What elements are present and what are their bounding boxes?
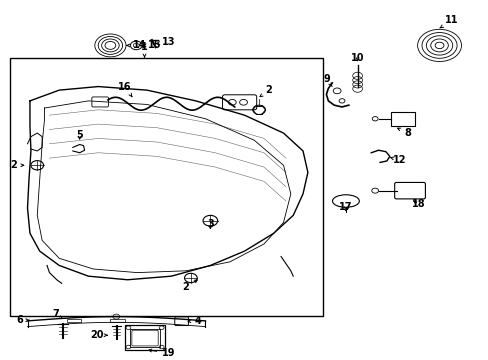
Text: 9: 9 (323, 74, 331, 86)
Bar (10, 58, 322, 315)
Text: 15: 15 (142, 40, 161, 50)
Text: 2: 2 (260, 85, 272, 97)
Text: 14: 14 (127, 40, 146, 50)
FancyBboxPatch shape (394, 183, 425, 199)
Bar (66, 319, 81, 322)
FancyBboxPatch shape (92, 97, 108, 107)
Text: 19: 19 (148, 348, 175, 358)
Text: 4: 4 (188, 316, 201, 326)
Text: 20: 20 (90, 330, 107, 340)
Text: 16: 16 (118, 82, 132, 97)
Text: 8: 8 (397, 128, 410, 138)
FancyBboxPatch shape (390, 112, 414, 126)
Text: 18: 18 (411, 199, 425, 209)
Text: 2: 2 (182, 280, 197, 292)
Text: 12: 12 (389, 155, 406, 165)
Text: 2: 2 (10, 160, 23, 170)
Text: 13: 13 (156, 37, 175, 47)
Text: 5: 5 (76, 130, 83, 140)
FancyBboxPatch shape (222, 95, 256, 110)
Text: 6: 6 (17, 315, 29, 325)
FancyBboxPatch shape (125, 325, 164, 350)
Text: 17: 17 (339, 202, 352, 212)
FancyBboxPatch shape (130, 329, 160, 347)
Bar (110, 319, 125, 322)
Text: 1: 1 (141, 42, 147, 58)
Text: 11: 11 (439, 15, 458, 28)
Text: 7: 7 (52, 310, 62, 319)
Text: 10: 10 (350, 53, 364, 63)
Text: 3: 3 (206, 219, 213, 229)
FancyBboxPatch shape (174, 317, 188, 325)
FancyBboxPatch shape (132, 330, 158, 346)
Ellipse shape (332, 195, 359, 207)
